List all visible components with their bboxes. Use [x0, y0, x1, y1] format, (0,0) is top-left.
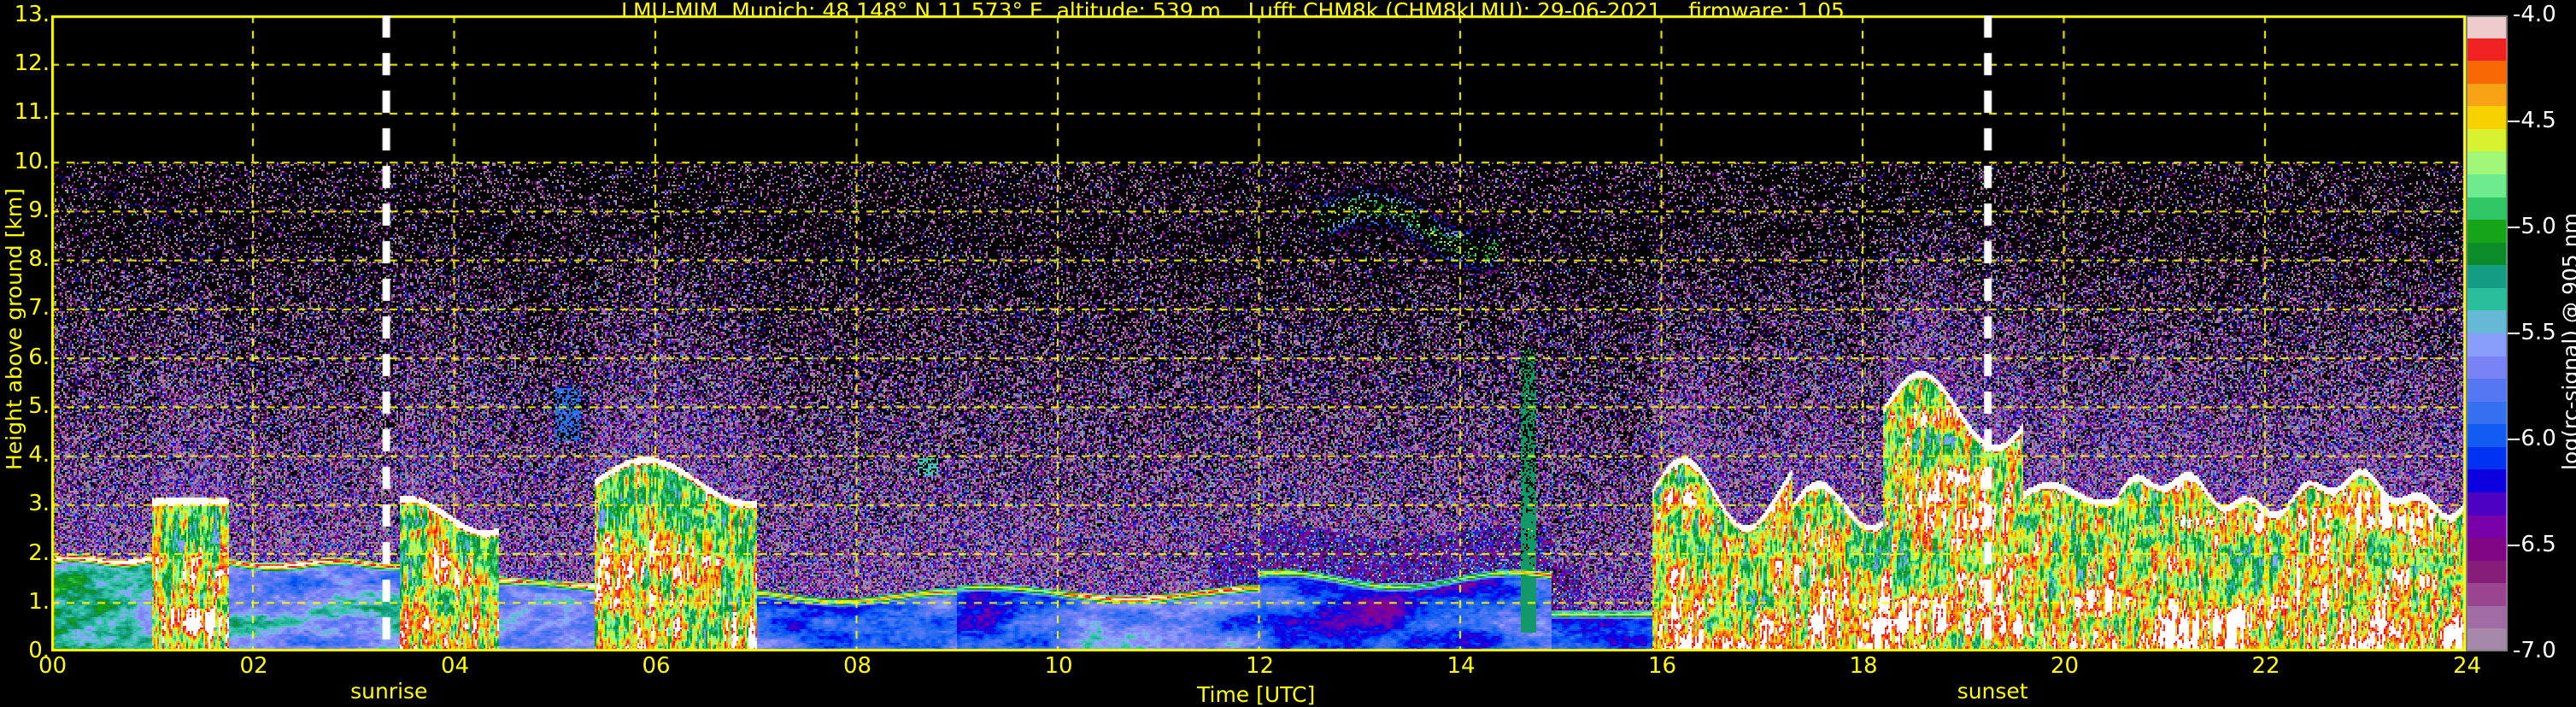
y-tick-label: 8.: [28, 246, 50, 273]
sunset-label: sunset: [1957, 679, 2028, 704]
y-tick-label: 7.: [28, 295, 50, 321]
colorbar-tick-label: -6.0: [2513, 426, 2556, 451]
y-axis-label: Height above ground [km]: [2, 188, 26, 470]
x-tick-label: 00: [38, 653, 67, 679]
colorbar-tick-label: -7.0: [2513, 638, 2556, 663]
y-tick-label: 5.: [28, 392, 50, 419]
x-tick-label: 16: [1648, 653, 1677, 679]
colorbar-tick-label: -6.5: [2513, 532, 2556, 557]
x-tick-label: 02: [239, 653, 268, 679]
colorbar-tick-mark: [2508, 121, 2514, 122]
colorbar-tick-mark: [2508, 227, 2514, 228]
colorbar-tick-mark: [2508, 545, 2514, 546]
y-tick-label: 2.: [28, 539, 50, 566]
plot-area[interactable]: [51, 15, 2466, 651]
x-axis-label: Time [UTC]: [1197, 682, 1316, 707]
colorbar-tick-label: -4.0: [2513, 2, 2556, 27]
x-tick-label: 14: [1446, 653, 1476, 679]
x-tick-label: 20: [2051, 653, 2080, 679]
x-tick-label: 06: [642, 653, 671, 679]
y-tick-label: 0.: [28, 638, 50, 663]
x-tick-label: 22: [2251, 653, 2280, 679]
colorbar-label: log(rc-signal) @ 905 nm: [2558, 213, 2576, 470]
x-tick-label: 12: [1246, 653, 1275, 679]
y-tick-label: 4.: [28, 442, 50, 468]
colorbar-gradient: [2466, 15, 2508, 651]
y-tick-label: 11.: [14, 99, 50, 126]
sunrise-label: sunrise: [350, 679, 428, 704]
x-tick-label: 04: [441, 653, 470, 679]
y-tick-label: 3.: [28, 491, 50, 517]
y-tick-label: 1.: [28, 588, 50, 615]
colorbar-tick-mark: [2508, 333, 2514, 334]
y-tick-label: 12.: [14, 50, 50, 77]
x-tick-label: 08: [843, 653, 872, 679]
colorbar-tick-label: -5.5: [2513, 320, 2556, 345]
x-tick-label: 24: [2453, 653, 2482, 679]
x-tick-label: 18: [1849, 653, 1878, 679]
colorbar-tick-label: -4.5: [2513, 108, 2556, 133]
backscatter-heatmap: [51, 15, 2466, 651]
y-tick-label: 10.: [14, 148, 50, 174]
colorbar-tick-mark: [2508, 439, 2514, 440]
y-tick-label: 9.: [28, 197, 50, 223]
colorbar-tick-label: -5.0: [2513, 214, 2556, 239]
y-tick-label: 6.: [28, 344, 50, 370]
colorbar[interactable]: -4.0 -4.5 -5.0 -5.5 -6.0 -6.5 -7.0 log(rc-sign…: [2466, 3, 2576, 662]
x-tick-label: 10: [1044, 653, 1073, 679]
y-tick-label: 13.: [14, 2, 50, 27]
